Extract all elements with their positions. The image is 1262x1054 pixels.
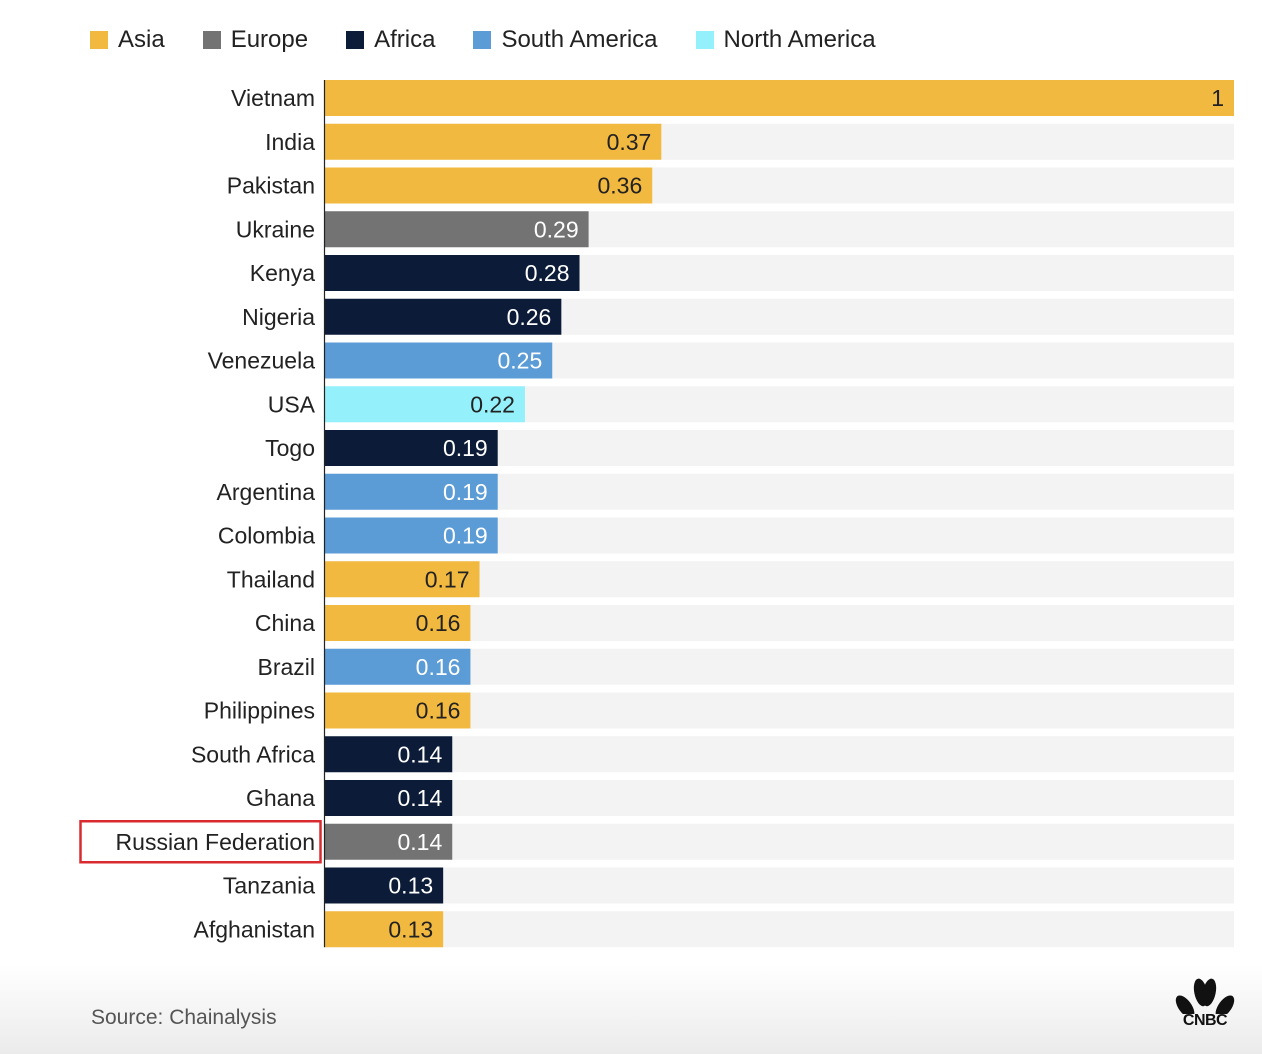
value-label-togo: 0.19 (443, 435, 488, 461)
legend-item-north-america: North America (695, 26, 876, 54)
category-label-nigeria: Nigeria (242, 304, 315, 330)
value-label-colombia: 0.19 (443, 523, 488, 549)
bar-tanzania (325, 867, 444, 904)
bar-argentina (325, 473, 498, 510)
category-label-colombia: Colombia (218, 523, 315, 549)
bar-south-africa (325, 736, 453, 773)
bar-usa (325, 386, 525, 423)
bar-colombia (325, 517, 498, 554)
value-label-afghanistan: 0.13 (388, 916, 433, 942)
bar-togo (325, 430, 498, 466)
category-label-philippines: Philippines (204, 698, 315, 724)
bar-venezuela (325, 342, 553, 379)
chart-legend: Asia Europe Africa South America North A… (90, 26, 914, 54)
category-label-russian-federation: Russian Federation (116, 829, 315, 855)
source-note: Source: Chainalysis (91, 1006, 277, 1029)
value-label-kenya: 0.28 (525, 260, 570, 286)
bar-track-ghana (325, 780, 1234, 816)
bar-nigeria (325, 298, 562, 335)
category-label-thailand: Thailand (227, 566, 315, 592)
category-label-ghana: Ghana (246, 785, 315, 811)
bar-ukraine (325, 211, 589, 248)
category-label-india: India (265, 129, 315, 155)
value-label-russian-federation: 0.14 (397, 829, 442, 855)
bar-afghanistan (325, 911, 444, 948)
peacock-icon (1175, 978, 1235, 1033)
value-label-venezuela: 0.25 (497, 348, 542, 374)
legend-swatch-asia (90, 31, 108, 49)
value-label-pakistan: 0.36 (597, 173, 642, 199)
category-label-south-africa: South Africa (191, 741, 315, 767)
value-label-tanzania: 0.13 (388, 873, 433, 899)
legend-swatch-north-america (695, 31, 714, 49)
value-label-ukraine: 0.29 (534, 216, 579, 242)
bar-ghana (325, 780, 453, 816)
category-label-kenya: Kenya (250, 260, 315, 286)
bar-track-russian-federation (325, 823, 1234, 860)
bar-thailand (325, 561, 480, 598)
bar-track-afghanistan (325, 911, 1234, 948)
legend-swatch-europe (202, 31, 221, 49)
bar-pakistan (325, 167, 653, 204)
legend-item-asia: Asia (90, 26, 165, 54)
category-label-china: China (255, 610, 315, 636)
category-label-ukraine: Ukraine (236, 216, 315, 242)
bar-philippines (325, 692, 471, 729)
category-label-vietnam: Vietnam (231, 85, 315, 111)
legend-label-south-america: South America (501, 26, 658, 53)
category-label-tanzania: Tanzania (223, 873, 315, 899)
category-label-afghanistan: Afghanistan (194, 916, 315, 942)
bar-chart: Vietnam 1 India 0.37 Pakistan 0.36 Ukraine 0.29… (79, 80, 1234, 948)
bar-china (325, 605, 471, 641)
bar-track-tanzania (325, 867, 1234, 904)
value-label-nigeria: 0.26 (507, 304, 552, 330)
legend-label-africa: Africa (374, 26, 436, 53)
value-label-thailand: 0.17 (425, 566, 470, 592)
category-label-venezuela: Venezuela (208, 348, 316, 374)
bar-track-china (325, 605, 1234, 641)
bar-russian-federation (325, 823, 453, 860)
value-label-ghana: 0.14 (397, 785, 442, 811)
bar-india (325, 123, 662, 160)
value-label-india: 0.37 (607, 129, 652, 155)
category-label-brazil: Brazil (257, 654, 315, 680)
bar-track-philippines (325, 692, 1234, 729)
category-label-argentina: Argentina (217, 479, 316, 505)
category-label-pakistan: Pakistan (227, 173, 315, 199)
category-label-togo: Togo (265, 435, 315, 461)
legend-label-asia: Asia (118, 26, 165, 53)
value-label-china: 0.16 (416, 610, 461, 636)
legend-item-south-america: South America (473, 26, 658, 54)
footer-background (0, 964, 1262, 1054)
legend-swatch-africa (346, 31, 365, 49)
cnbc-logo: CNBC (1170, 978, 1240, 1033)
legend-label-north-america: North America (723, 26, 876, 53)
legend-swatch-south-america (473, 31, 492, 49)
bar-kenya (325, 255, 580, 291)
bar-vietnam (325, 80, 1234, 116)
value-label-argentina: 0.19 (443, 479, 488, 505)
legend-item-europe: Europe (202, 26, 309, 54)
bar-track-brazil (325, 648, 1234, 685)
legend-label-europe: Europe (230, 26, 309, 53)
value-label-philippines: 0.16 (416, 698, 461, 724)
category-label-usa: USA (268, 391, 316, 417)
bar-brazil (325, 648, 471, 685)
value-label-brazil: 0.16 (416, 654, 461, 680)
bar-track-south-africa (325, 736, 1234, 773)
legend-item-africa: Africa (346, 26, 435, 54)
logo-wordmark: CNBC (1182, 1012, 1228, 1029)
value-label-south-africa: 0.14 (397, 741, 442, 767)
value-label-vietnam: 1 (1211, 85, 1224, 111)
value-label-usa: 0.22 (470, 391, 515, 417)
highlight-box-russian-federation (79, 820, 322, 864)
